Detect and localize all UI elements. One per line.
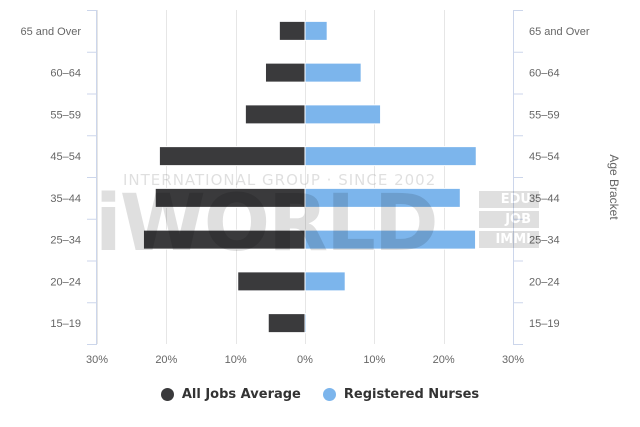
x-tick-label-0: 30% — [86, 354, 108, 366]
category-label-right-1: 60–64 — [529, 68, 560, 80]
bar-all-jobs-0 — [278, 20, 306, 41]
category-label-right-0: 65 and Over — [529, 26, 590, 38]
category-label-left-3: 45–54 — [50, 151, 81, 163]
bar-registered-nurses-7 — [304, 313, 307, 334]
bar-all-jobs-3 — [158, 146, 306, 167]
chart-legend: All Jobs Average Registered Nurses — [0, 384, 640, 404]
bar-all-jobs-5 — [142, 229, 306, 250]
category-label-left-2: 55–59 — [50, 109, 81, 121]
bar-registered-nurses-3 — [304, 146, 477, 167]
y-axis-title: Age Bracket — [607, 154, 621, 220]
category-label-right-2: 55–59 — [529, 109, 560, 121]
bar-all-jobs-2 — [244, 104, 306, 125]
bar-registered-nurses-1 — [304, 62, 362, 83]
bar-registered-nurses-6 — [304, 271, 346, 292]
category-label-left-4: 35–44 — [50, 193, 81, 205]
x-tick-label-1: 20% — [155, 354, 177, 366]
age-bracket-chart: 65 and Over 65 and Over 60–64 60–64 55–59 55–… — [20, 10, 621, 366]
category-label-left-6: 20–24 — [50, 276, 81, 288]
legend-item-registered-nurses[interactable]: Registered Nurses — [322, 386, 480, 402]
category-label-right-7: 15–19 — [529, 318, 560, 330]
legend-marker-registered-nurses — [322, 387, 336, 401]
bar-all-jobs-4 — [154, 187, 306, 208]
bar-all-jobs-1 — [264, 62, 306, 83]
legend-label-all-jobs: All Jobs Average — [181, 386, 301, 402]
category-label-right-3: 45–54 — [529, 151, 560, 163]
category-label-right-6: 20–24 — [529, 276, 560, 288]
bar-all-jobs-7 — [267, 313, 306, 334]
x-tick-label-3: 0% — [297, 354, 313, 366]
x-tick-label-4: 10% — [363, 354, 385, 366]
bar-all-jobs-6 — [237, 271, 306, 292]
legend-label-registered-nurses: Registered Nurses — [343, 386, 480, 402]
legend-marker-all-jobs — [160, 387, 174, 401]
bar-registered-nurses-5 — [304, 229, 477, 250]
bar-registered-nurses-0 — [304, 20, 328, 41]
category-label-left-0: 65 and Over — [20, 26, 81, 38]
x-tick-label-5: 20% — [433, 354, 455, 366]
category-label-left-7: 15–19 — [50, 318, 81, 330]
category-label-right-4: 35–44 — [529, 193, 560, 205]
category-label-left-5: 25–34 — [50, 235, 81, 247]
bar-registered-nurses-2 — [304, 104, 382, 125]
category-label-left-1: 60–64 — [50, 68, 81, 80]
category-label-right-5: 25–34 — [529, 235, 560, 247]
legend-item-all-jobs[interactable]: All Jobs Average — [160, 386, 301, 402]
x-tick-label-2: 10% — [225, 354, 247, 366]
x-tick-label-6: 30% — [502, 354, 524, 366]
bar-registered-nurses-4 — [304, 187, 461, 208]
